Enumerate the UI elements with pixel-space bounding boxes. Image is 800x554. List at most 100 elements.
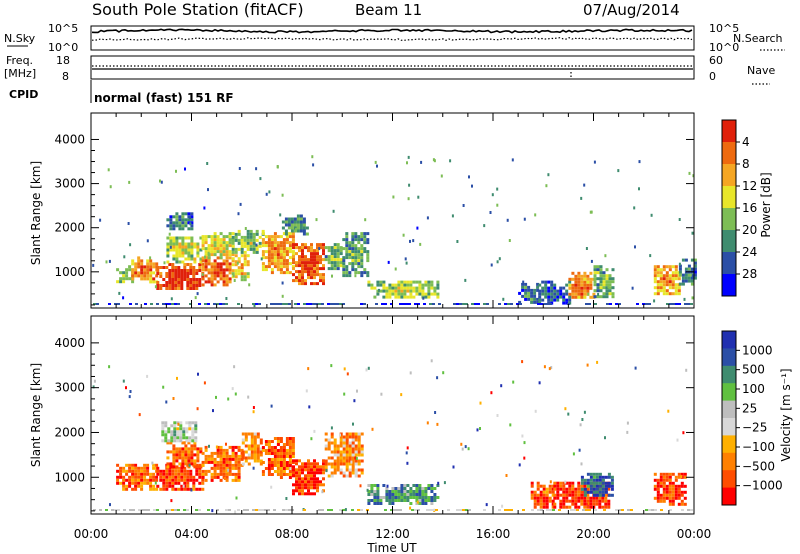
velocity-scatter-point bbox=[231, 387, 234, 391]
velocity-echo-cell bbox=[213, 460, 217, 464]
power-echo-cell bbox=[287, 223, 291, 227]
velocity-echo-cell bbox=[574, 499, 578, 503]
power-echo-cell bbox=[225, 265, 229, 269]
power-echo-cell bbox=[351, 247, 355, 251]
power-echo-cell bbox=[382, 280, 386, 284]
velocity-scatter-point bbox=[350, 460, 353, 464]
freq-panel: Freq. [MHz] 18 8 60 0 Nave bbox=[4, 54, 775, 85]
power-scatter-point bbox=[318, 247, 321, 251]
velocity-scatter-point bbox=[203, 381, 206, 385]
power-echo-cell bbox=[168, 284, 172, 287]
velocity-echo-cell bbox=[379, 496, 383, 499]
power-echo-cell bbox=[659, 280, 663, 284]
velocity-echo-cell bbox=[427, 487, 431, 490]
velocity-echo-cell bbox=[259, 450, 263, 454]
velocity-echo-cell bbox=[201, 463, 205, 467]
velocity-echo-cell bbox=[119, 466, 123, 470]
power-echo-cell bbox=[430, 292, 434, 296]
power-echo-cell bbox=[122, 274, 126, 278]
power-echo-cell bbox=[237, 232, 241, 236]
velocity-echo-cell bbox=[601, 490, 605, 494]
power-echo-cell bbox=[530, 294, 534, 298]
velocity-echo-cell bbox=[247, 432, 251, 436]
nsearch-tick-bottom: 10^0 bbox=[709, 41, 739, 54]
velocity-echo-cell bbox=[586, 490, 590, 494]
velocity-echo-cell bbox=[397, 487, 401, 490]
power-scatter-point bbox=[392, 195, 395, 199]
power-echo-cell bbox=[653, 265, 657, 269]
velocity-echo-cell bbox=[313, 486, 316, 490]
velocity-echo-cell bbox=[351, 462, 355, 466]
velocity-echo-cell bbox=[216, 463, 220, 467]
velocity-near-range-cell bbox=[303, 509, 306, 511]
velocity-echo-cell bbox=[671, 490, 675, 494]
power-echo-cell bbox=[662, 280, 666, 284]
velocity-echo-cell bbox=[530, 493, 534, 497]
power-echo-cell bbox=[366, 274, 370, 278]
power-echo-cell bbox=[319, 276, 322, 280]
power-near-range-cell bbox=[618, 303, 621, 305]
power-scatter-point bbox=[108, 259, 111, 263]
power-echo-cell bbox=[210, 244, 214, 248]
velocity-near-range-cell bbox=[582, 509, 585, 511]
velocity-echo-cell bbox=[291, 455, 295, 458]
velocity-echo-cell bbox=[250, 456, 254, 460]
power-echo-cell bbox=[568, 280, 572, 284]
power-scatter-point bbox=[638, 187, 640, 191]
velocity-echo-cell bbox=[313, 492, 316, 496]
velocity-echo-cell bbox=[219, 454, 223, 458]
velocity-echo-cell bbox=[551, 505, 555, 509]
power-echo-cell bbox=[159, 287, 163, 290]
power-echo-cell bbox=[282, 247, 286, 251]
velocity-echo-cell bbox=[196, 465, 200, 469]
velocity-echo-cell bbox=[291, 440, 295, 443]
power-echo-cell bbox=[187, 257, 191, 261]
velocity-near-range-cell bbox=[399, 509, 402, 511]
power-echo-cell bbox=[586, 289, 590, 293]
power-echo-cell bbox=[366, 271, 370, 275]
power-echo-cell bbox=[190, 224, 194, 228]
velocity-colorbar-tick-label: −500 bbox=[742, 459, 775, 473]
power-echo-cell bbox=[216, 247, 220, 251]
power-echo-cell bbox=[562, 301, 566, 305]
power-echo-cell bbox=[530, 297, 534, 301]
velocity-echo-cell bbox=[601, 499, 605, 503]
velocity-echo-cell bbox=[176, 439, 180, 443]
velocity-echo-cell bbox=[367, 499, 371, 502]
velocity-scatter-point bbox=[330, 426, 333, 430]
velocity-near-range-cell bbox=[468, 509, 471, 511]
velocity-echo-cell bbox=[225, 475, 229, 479]
power-scatter-point bbox=[420, 160, 423, 164]
power-echo-cell bbox=[339, 261, 343, 265]
velocity-echo-cell bbox=[322, 471, 325, 475]
velocity-echo-cell bbox=[192, 487, 196, 491]
velocity-echo-cell bbox=[137, 466, 141, 470]
velocity-echo-cell bbox=[191, 439, 195, 443]
velocity-scatter-point bbox=[234, 510, 237, 514]
power-near-range-cell bbox=[135, 303, 138, 305]
power-echo-cell bbox=[589, 280, 593, 284]
time-tick-label: 04:00 bbox=[174, 527, 209, 541]
velocity-echo-cell bbox=[345, 456, 349, 460]
power-echo-cell bbox=[276, 247, 280, 251]
power-echo-cell bbox=[391, 292, 395, 296]
power-echo-cell bbox=[533, 291, 537, 295]
power-echo-cell bbox=[246, 260, 250, 264]
time-tick-label: 00:00 bbox=[677, 527, 712, 541]
velocity-echo-cell bbox=[134, 475, 138, 479]
power-echo-cell bbox=[342, 262, 346, 266]
velocity-echo-cell bbox=[376, 499, 380, 502]
velocity-echo-cell bbox=[577, 484, 581, 488]
power-near-range-cell bbox=[255, 303, 258, 305]
power-echo-cell bbox=[342, 274, 346, 278]
power-echo-cell bbox=[301, 243, 304, 247]
power-echo-cell bbox=[198, 263, 202, 266]
power-echo-cell bbox=[231, 235, 235, 239]
power-echo-cell bbox=[165, 287, 169, 290]
velocity-echo-cell bbox=[228, 469, 232, 473]
velocity-echo-cell bbox=[222, 466, 226, 470]
power-echo-cell bbox=[403, 286, 407, 290]
power-scatter-point bbox=[236, 261, 239, 265]
velocity-echo-cell bbox=[187, 456, 191, 460]
power-echo-cell bbox=[156, 269, 160, 272]
